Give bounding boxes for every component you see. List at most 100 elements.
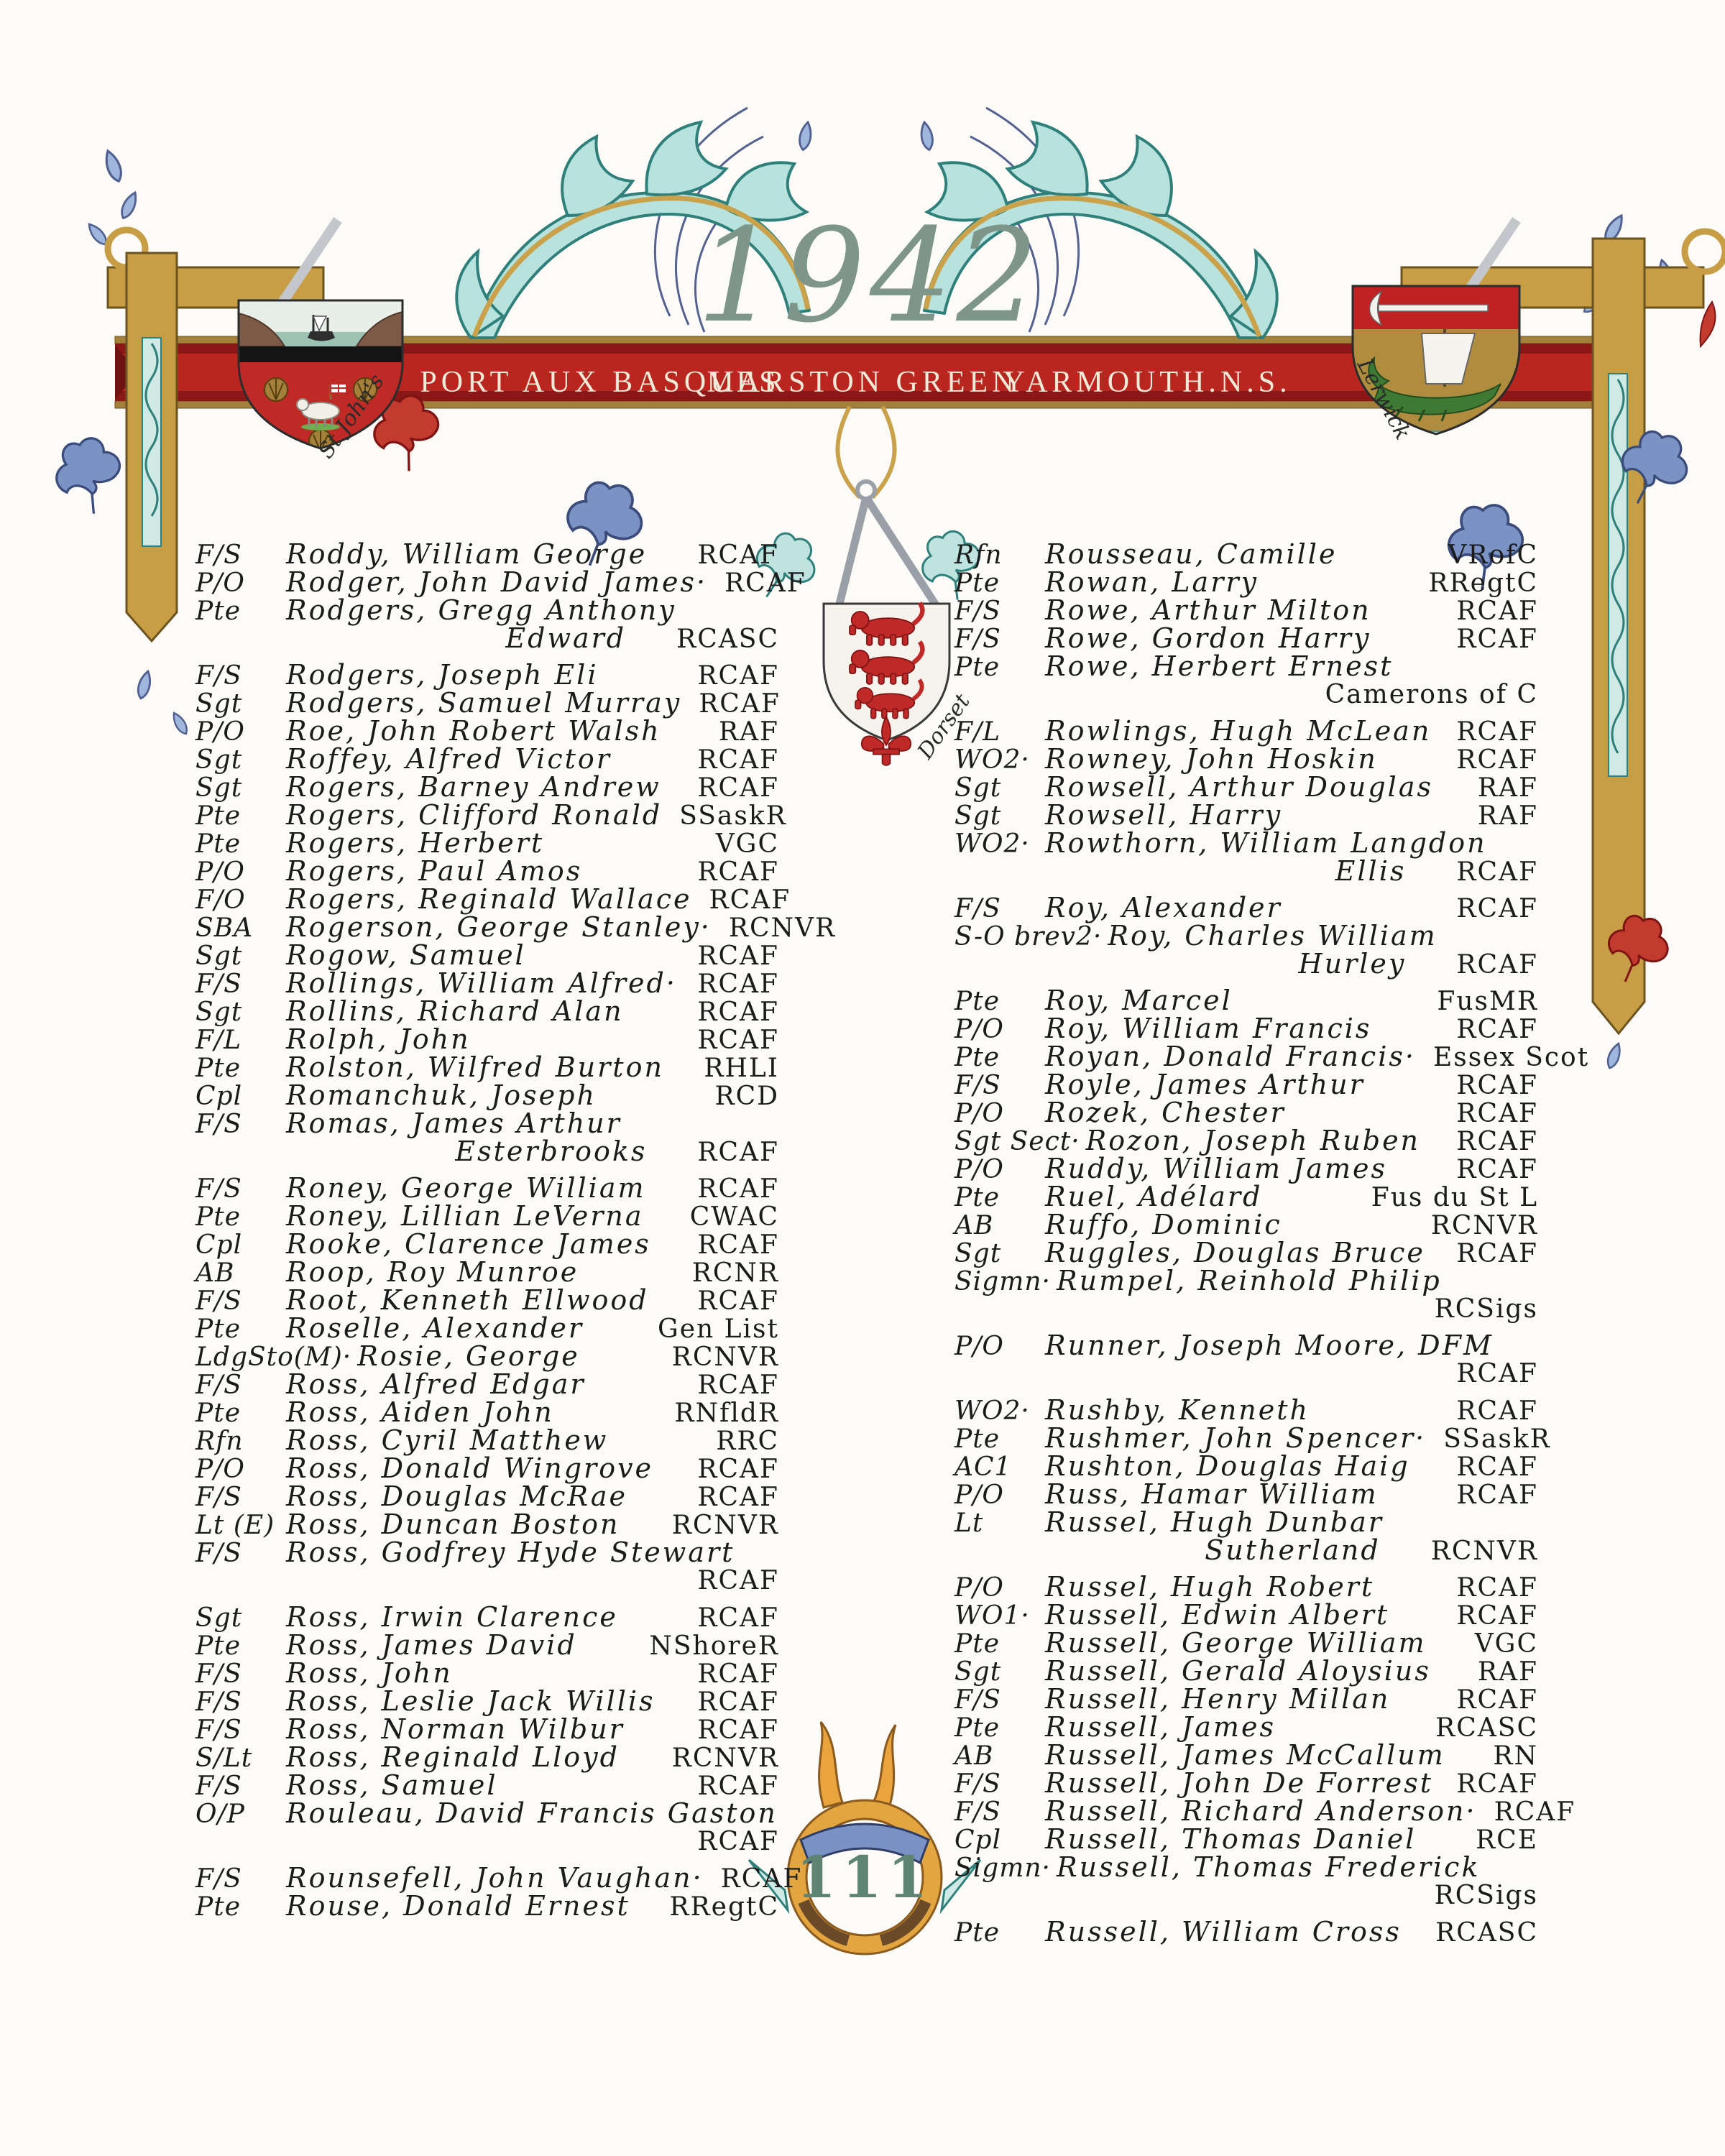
name: Rogers, Reginald Wallace bbox=[286, 883, 692, 915]
entry-row: Pte Rushmer, John Spencer· SSaskR bbox=[954, 1424, 1550, 1454]
name: Ruggles, Douglas Bruce bbox=[1045, 1237, 1425, 1268]
entry-line: Pte Rouse, Donald Ernest RRegtC bbox=[196, 1892, 779, 1922]
entry-row: WO1· Russell, Edwin Albert RCAF bbox=[954, 1601, 1538, 1631]
name: Ruffo, Dominic bbox=[1045, 1209, 1282, 1240]
unit: RCAF bbox=[1456, 1071, 1538, 1100]
unit: RRegtC bbox=[669, 1892, 779, 1922]
entry-line: Sgt Rogers, Barney Andrew RCAF bbox=[196, 771, 779, 803]
entry-line: Sgt Rowsell, Arthur Douglas RAF bbox=[954, 773, 1538, 803]
name: Rogers, Paul Amos bbox=[286, 855, 583, 887]
banner-place-2: MARSTON GREEN bbox=[707, 366, 1018, 399]
entry-row: F/S Rounsefell, John Vaughan· RCAF bbox=[196, 1864, 801, 1894]
entry-row: SBA Rogerson, George Stanley· RCNVR bbox=[196, 913, 834, 943]
unit: RCAF bbox=[1456, 745, 1538, 775]
entry-row: Sgt Russell, Gerald Aloysius RAF bbox=[954, 1657, 1538, 1687]
rank: F/S bbox=[954, 894, 1001, 923]
entry-line: P/O Runner, Joseph Moore, DFM bbox=[954, 1332, 1538, 1361]
entry-line: F/S Ross, John RCAF bbox=[196, 1659, 779, 1689]
unit: RCASC bbox=[1435, 1713, 1538, 1743]
entry-line: P/O Russ, Hamar William RCAF bbox=[954, 1480, 1538, 1510]
name: Ross, Aiden John bbox=[286, 1396, 554, 1428]
entry-row: F/S Root, Kenneth Ellwood RCAF bbox=[196, 1286, 779, 1316]
entry-row: WO2· Rushby, Kenneth RCAF bbox=[954, 1394, 1538, 1426]
entry-row: Pte Rodgers, Gregg Anthony Edward RCASC bbox=[196, 596, 779, 654]
unit: RCAF bbox=[1456, 1601, 1538, 1631]
rank: Pte bbox=[196, 801, 241, 831]
unit: VRofC bbox=[1448, 540, 1538, 570]
entry-line: F/S Ross, Alfred Edgar RCAF bbox=[196, 1370, 779, 1400]
rank: Sgt bbox=[954, 773, 1002, 803]
entry-line: Rfn Rousseau, Camille VRofC bbox=[954, 540, 1538, 570]
unit: RCAF bbox=[697, 1026, 779, 1055]
rank: Sigmn· bbox=[954, 1267, 1051, 1296]
entry-row: Sgt Rogow, Samuel RCAF bbox=[196, 939, 779, 971]
entry-line: Pte Roney, Lillian LeVerna CWAC bbox=[196, 1202, 779, 1232]
entry-row: Rfn Rousseau, Camille VRofC bbox=[954, 540, 1538, 570]
entry-row: F/S Rodgers, Joseph Eli RCAF bbox=[196, 661, 779, 691]
entry-row: Sgt Rowsell, Harry RAF bbox=[954, 801, 1538, 831]
rank: S/Lt bbox=[196, 1743, 253, 1773]
entry-line: F/S Romas, James Arthur bbox=[196, 1110, 779, 1139]
unit: CWAC bbox=[689, 1202, 779, 1232]
shield-straps bbox=[263, 217, 1521, 335]
banner-ribbon: PORT AUX BASQUES MARSTON GREEN YARMOUTH.… bbox=[114, 336, 1632, 409]
name: Ross, Norman Wilbur bbox=[286, 1713, 625, 1745]
entry-line: Pte Rowan, Larry RRegtC bbox=[954, 568, 1538, 598]
entry-row: F/S Ross, Samuel RCAF bbox=[196, 1769, 779, 1801]
rank: Lt (E) bbox=[196, 1511, 275, 1540]
name: Rogers, Clifford Ronald bbox=[286, 799, 663, 831]
entry-continuation-line: RCAF bbox=[196, 1828, 779, 1856]
unit: RCAF bbox=[1456, 1015, 1538, 1044]
unit: RCAF bbox=[1456, 1239, 1538, 1268]
unit: RCAF bbox=[1456, 950, 1538, 980]
name: Royan, Donald Francis· bbox=[1045, 1041, 1416, 1072]
entry-line: F/S Rounsefell, John Vaughan· RCAF bbox=[196, 1864, 801, 1894]
entry-row: P/O Roe, John Robert Walsh RAF bbox=[196, 717, 779, 747]
unit: RCAF bbox=[1456, 1127, 1538, 1156]
entry-row: F/S Romas, James Arthur Esterbrooks RCAF bbox=[196, 1110, 779, 1167]
entry-line: Lt (E) Ross, Duncan Boston RCNVR bbox=[196, 1511, 779, 1540]
rank: Pte bbox=[196, 1631, 241, 1661]
entry-line: Sgt Rollins, Richard Alan RCAF bbox=[196, 995, 779, 1027]
entry-row: F/S Ross, Leslie Jack Willis RCAF bbox=[196, 1687, 779, 1717]
entry-row: Pte Royan, Donald Francis· Essex Scot bbox=[954, 1041, 1588, 1072]
name: Rogow, Samuel bbox=[286, 939, 526, 971]
unit: RNfldR bbox=[674, 1399, 779, 1428]
name: Ross, Godfrey Hyde Stewart bbox=[286, 1537, 735, 1568]
entry-continuation-line: Edward RCASC bbox=[196, 625, 779, 654]
name: Rushby, Kenneth bbox=[1045, 1394, 1310, 1426]
page-number: 111 bbox=[796, 1843, 934, 1911]
entry-line: Sgt Roffey, Alfred Victor RCAF bbox=[196, 745, 779, 775]
unit: RCAF bbox=[1456, 625, 1538, 654]
unit: RCSigs bbox=[1434, 1881, 1538, 1910]
entry-line: Pte Russell, George William VGC bbox=[954, 1629, 1538, 1659]
name: Ross, Samuel bbox=[286, 1769, 498, 1801]
rank: P/O bbox=[196, 857, 245, 887]
name: Rozon, Joseph Ruben bbox=[1085, 1125, 1421, 1156]
rank: F/S bbox=[954, 1685, 1001, 1715]
entry-line: AC1 Rushton, Douglas Haig RCAF bbox=[954, 1452, 1538, 1482]
name: Rollins, Richard Alan bbox=[286, 995, 624, 1027]
rank: F/S bbox=[196, 1687, 242, 1717]
entry-row: F/S Roney, George William RCAF bbox=[196, 1174, 779, 1204]
rank: Sgt bbox=[954, 1239, 1002, 1268]
rank: F/S bbox=[196, 1286, 242, 1316]
rank: Cpl bbox=[196, 1082, 243, 1111]
unit: RCNVR bbox=[1430, 1211, 1538, 1240]
entry-row: F/L Rowlings, Hugh McLean RCAF bbox=[954, 717, 1538, 747]
unit: RCAF bbox=[697, 1772, 779, 1801]
unit: RCD bbox=[714, 1082, 779, 1111]
entry-row: Pte Ross, James David NShoreR bbox=[196, 1631, 779, 1661]
name: Rogers, Barney Andrew bbox=[286, 771, 661, 803]
name: Rooke, Clarence James bbox=[286, 1228, 651, 1260]
entry-line: AB Ruffo, Dominic RCNVR bbox=[954, 1209, 1538, 1240]
rank: Pte bbox=[954, 1424, 1000, 1454]
unit: NShoreR bbox=[649, 1631, 779, 1661]
names-column-left: F/S Roddy, William George RCAF P/O Rodger, J… bbox=[196, 540, 834, 1922]
rank: F/S bbox=[196, 1110, 242, 1139]
name: Rowe, Arthur Milton bbox=[1045, 594, 1371, 626]
rank: F/S bbox=[196, 540, 242, 570]
entry-line: Sgt Rogow, Samuel RCAF bbox=[196, 939, 779, 971]
rank: Sgt bbox=[196, 998, 243, 1027]
